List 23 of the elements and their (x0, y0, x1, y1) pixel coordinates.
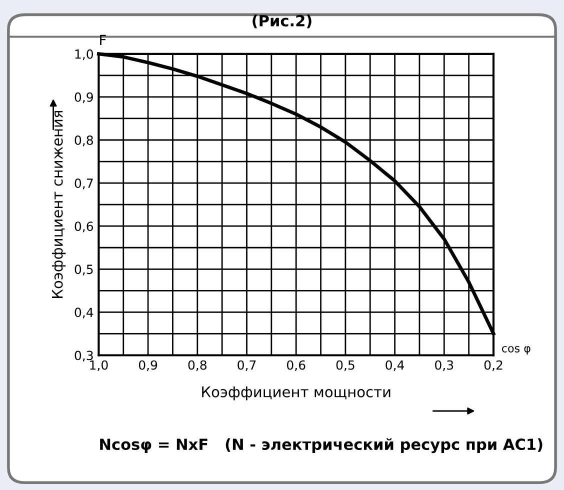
text: cos φ (502, 346, 530, 355)
x-tick-label: 0,8 (188, 360, 206, 372)
x-tick-label: 1,0 (90, 360, 108, 372)
x-tick-label: 0,7 (238, 360, 256, 372)
x-tick-label: 0,2 (484, 360, 502, 372)
y-tick-label: 0,9 (74, 92, 93, 104)
y-axis-title: Коэффициент снижения (52, 110, 66, 298)
y-tick-label: 1,0 (75, 49, 94, 60)
x-tick-label: 0,3 (435, 360, 454, 372)
y-tick-label: 0,5 (74, 264, 93, 276)
y-tick-label: 0,3 (74, 350, 93, 362)
x-tick-label: 0,5 (336, 360, 354, 372)
y-tick-label: 0,7 (74, 178, 93, 190)
y-tick-label: 0,4 (74, 308, 94, 318)
text: F (100, 34, 106, 45)
chart-title: (Рис.2) (252, 14, 312, 28)
x-axis-title: Коэффициент мощности (202, 386, 390, 400)
text: Ncosφ = NxF (N - электрический ресурс при AC1) (100, 438, 542, 454)
x-tick-label: 0,6 (286, 360, 306, 372)
x-tick-label: 0,9 (138, 360, 158, 372)
y-tick-label: 0,6 (74, 222, 94, 232)
y-tick-label: 0,8 (74, 135, 93, 146)
x-tick-label: 0,4 (386, 360, 404, 372)
